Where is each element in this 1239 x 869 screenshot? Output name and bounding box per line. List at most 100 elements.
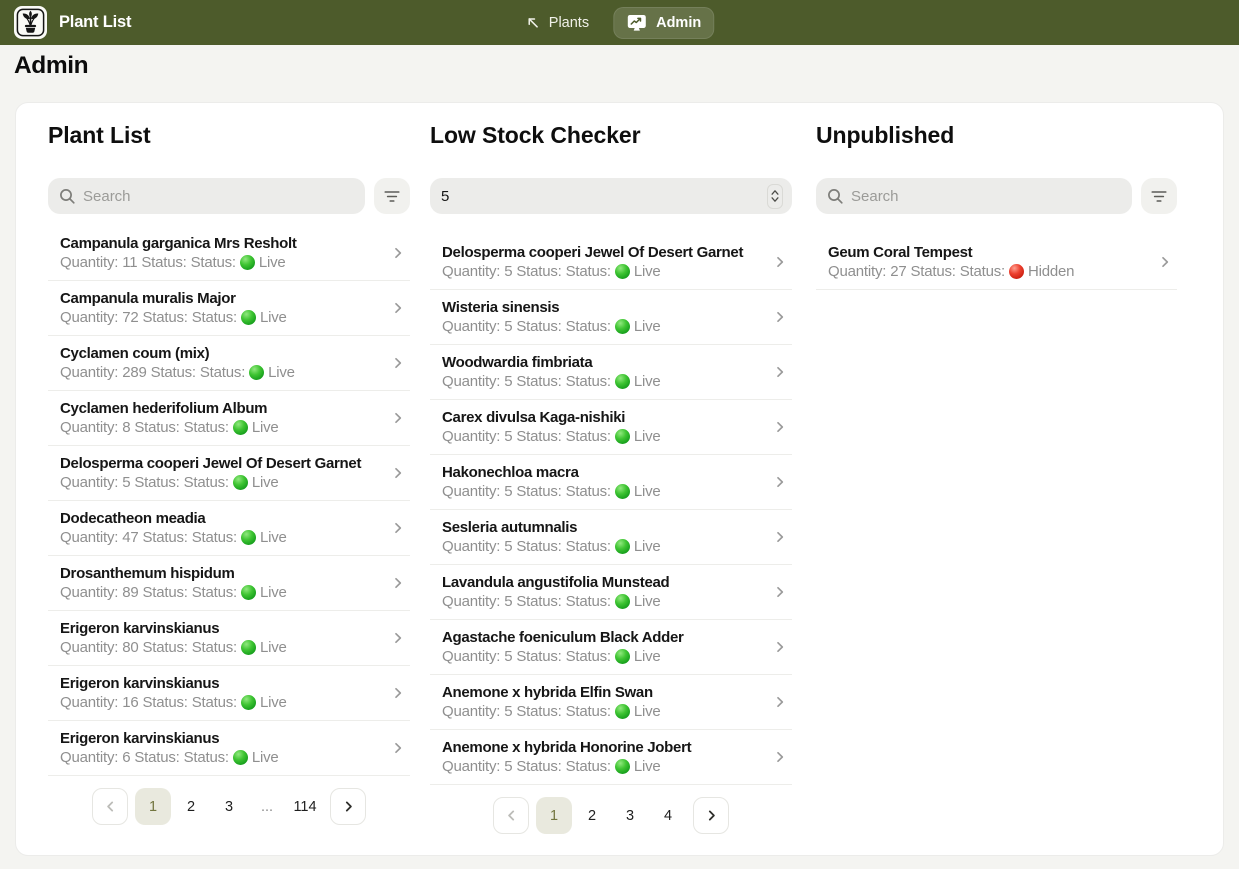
list-item[interactable]: Erigeron karvinskianus Quantity: 6 Statu…: [48, 721, 410, 776]
list-item[interactable]: Lavandula angustifolia Munstead Quantity…: [430, 565, 792, 620]
quantity-value: 5: [504, 428, 513, 445]
quantity-label: Quantity:: [828, 263, 887, 280]
pagination-page-114[interactable]: 114: [293, 798, 317, 815]
status-value: Hidden: [1027, 263, 1075, 280]
pagination-page-4[interactable]: 4: [663, 807, 673, 824]
list-item[interactable]: Campanula garganica Mrs Resholt Quantity…: [48, 226, 410, 281]
list-item[interactable]: Sesleria autumnalis Quantity: 5 Status: …: [430, 510, 792, 565]
list-item[interactable]: Anemone x hybrida Elfin Swan Quantity: 5…: [430, 675, 792, 730]
list-item[interactable]: Dodecatheon meadia Quantity: 47 Status: …: [48, 501, 410, 556]
plant-name: Cyclamen hederifolium Album: [60, 400, 268, 417]
quantity-value: 89: [122, 584, 139, 601]
plant-meta: Quantity: 5 Status: Status: Live: [442, 427, 774, 446]
page-title: Admin: [14, 52, 89, 79]
status-value: Live: [268, 364, 295, 381]
pagination-page-1[interactable]: 1: [135, 788, 171, 825]
list-item[interactable]: Carex divulsa Kaga-nishiki Quantity: 5 S…: [430, 400, 792, 455]
status-dot: [239, 254, 255, 270]
status-dot: [241, 584, 256, 600]
quantity-value: 11: [122, 254, 138, 271]
pagination-prev-button[interactable]: [92, 788, 128, 825]
status-value: Live: [633, 648, 661, 665]
status-label: Status: Status:: [516, 593, 611, 610]
pagination-next-button[interactable]: [693, 797, 729, 834]
pagination-page-2[interactable]: 2: [186, 798, 196, 815]
quantity-label: Quantity:: [60, 529, 119, 546]
chevron-right-icon: [777, 421, 784, 433]
pagination-page-1[interactable]: 1: [536, 797, 572, 834]
chevron-right-icon: [777, 641, 784, 653]
pagination-page-3[interactable]: 3: [625, 807, 635, 824]
list-item[interactable]: Anemone x hybrida Honorine Jobert Quanti…: [430, 730, 792, 785]
list-item[interactable]: Delosperma cooperi Jewel Of Desert Garne…: [48, 446, 410, 501]
status-label: Status: Status:: [142, 529, 238, 546]
list-item-text: Erigeron karvinskianus Quantity: 6 Statu…: [60, 729, 392, 767]
chevron-right-icon: [395, 522, 402, 534]
status-value: Live: [259, 529, 287, 546]
plant-list-search-input[interactable]: [83, 187, 354, 205]
monitor-chart-icon: [627, 14, 646, 31]
status-label: Status: Status:: [142, 694, 238, 711]
unpublished-search-input[interactable]: [851, 187, 1121, 205]
quantity-value: 6: [122, 749, 131, 766]
plant-list-search[interactable]: [48, 178, 365, 214]
chevron-right-icon: [777, 751, 784, 763]
quantity-label: Quantity:: [60, 309, 119, 326]
quantity-value: 5: [504, 703, 513, 720]
list-item[interactable]: Cyclamen hederifolium Album Quantity: 8 …: [48, 391, 410, 446]
chevron-right-icon: [395, 742, 402, 754]
list-item-text: Woodwardia fimbriata Quantity: 5 Status:…: [442, 353, 774, 391]
status-label: Status: Status:: [142, 639, 238, 656]
quantity-label: Quantity:: [60, 584, 119, 601]
number-stepper[interactable]: [767, 183, 783, 209]
nav-item-admin[interactable]: Admin: [613, 6, 715, 39]
list-item-text: Sesleria autumnalis Quantity: 5 Status: …: [442, 518, 774, 556]
plant-name: Lavandula angustifolia Munstead: [442, 574, 670, 591]
low-stock-threshold-input[interactable]: [441, 187, 767, 205]
plant-name: Dodecatheon meadia: [60, 510, 206, 527]
list-item[interactable]: Campanula muralis Major Quantity: 72 Sta…: [48, 281, 410, 336]
status-value: Live: [633, 703, 661, 720]
low-stock-column: Low Stock Checker Delosperma cooperi Jew…: [430, 121, 792, 855]
pagination-page-3[interactable]: 3: [224, 798, 234, 815]
list-item[interactable]: Delosperma cooperi Jewel Of Desert Garne…: [430, 235, 792, 290]
plant-name: Drosanthemum hispidum: [60, 565, 235, 582]
chevron-down-icon: [771, 197, 779, 202]
quantity-value: 5: [122, 474, 131, 491]
list-item[interactable]: Erigeron karvinskianus Quantity: 16 Stat…: [48, 666, 410, 721]
list-item[interactable]: Agastache foeniculum Black Adder Quantit…: [430, 620, 792, 675]
status-label: Status: Status:: [150, 364, 246, 381]
chevron-right-icon: [777, 476, 784, 488]
pagination-page-2[interactable]: 2: [587, 807, 597, 824]
list-item[interactable]: Erigeron karvinskianus Quantity: 80 Stat…: [48, 611, 410, 666]
unpublished-filter-button[interactable]: [1141, 178, 1177, 214]
list-item[interactable]: Wisteria sinensis Quantity: 5 Status: St…: [430, 290, 792, 345]
nav-item-plants[interactable]: Plants: [525, 15, 589, 31]
plant-meta: Quantity: 89 Status: Status: Live: [60, 583, 392, 602]
low-stock-threshold[interactable]: [430, 178, 792, 214]
nav-item-label: Plants: [548, 14, 590, 31]
quantity-value: 5: [504, 373, 513, 390]
list-item-text: Delosperma cooperi Jewel Of Desert Garne…: [442, 243, 774, 281]
list-item[interactable]: Hakonechloa macra Quantity: 5 Status: St…: [430, 455, 792, 510]
unpublished-search[interactable]: [816, 178, 1132, 214]
plant-list-filter-button[interactable]: [374, 178, 410, 214]
pagination-prev-button[interactable]: [493, 797, 529, 834]
brand[interactable]: Plant List: [14, 6, 131, 39]
list-item[interactable]: Woodwardia fimbriata Quantity: 5 Status:…: [430, 345, 792, 400]
plant-meta: Quantity: 5 Status: Status: Live: [442, 372, 774, 391]
pagination-next-button[interactable]: [330, 788, 366, 825]
status-value: Live: [633, 593, 661, 610]
quantity-value: 5: [504, 483, 513, 500]
list-item[interactable]: Cyclamen coum (mix) Quantity: 289 Status…: [48, 336, 410, 391]
chevron-right-icon: [708, 810, 715, 821]
quantity-label: Quantity:: [60, 639, 119, 656]
list-item[interactable]: Geum Coral Tempest Quantity: 27 Status: …: [816, 235, 1177, 290]
plant-name: Delosperma cooperi Jewel Of Desert Garne…: [442, 244, 744, 261]
list-item-text: Anemone x hybrida Elfin Swan Quantity: 5…: [442, 683, 774, 721]
quantity-label: Quantity:: [442, 593, 501, 610]
status-label: Status: Status:: [516, 318, 611, 335]
list-item[interactable]: Drosanthemum hispidum Quantity: 89 Statu…: [48, 556, 410, 611]
unpublished-controls: [816, 178, 1177, 214]
